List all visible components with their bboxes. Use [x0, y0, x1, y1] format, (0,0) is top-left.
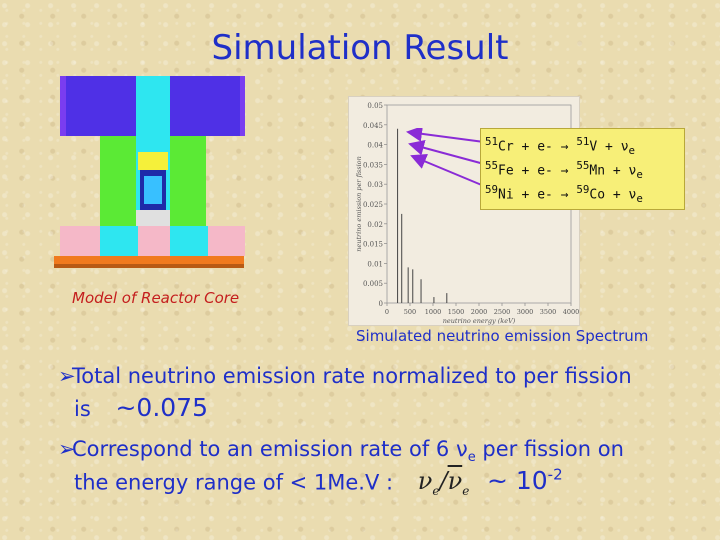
core-inner-block: [144, 176, 162, 204]
parent-nucleus: Ni: [498, 187, 514, 203]
reaction-row: 59Ni + e- → 59Co + νe: [485, 183, 643, 205]
product-nucleus: Co: [589, 187, 606, 203]
neutrino-symbol: ν: [620, 139, 629, 155]
bullet-2: ➢Correspond to an emission rate of 6 νe …: [58, 437, 624, 465]
bullet-arrow-icon: ➢: [58, 437, 76, 461]
core-top-block: [138, 152, 168, 170]
spectrum-plot: 0 0.005 0.01 0.015 0.02 0.025 0.03 0.035 0.04 0.0…: [348, 96, 580, 326]
ratio-value: ~ 10-2: [487, 466, 563, 495]
y-tick-label: 0.04: [367, 142, 383, 150]
product-nucleus: Mn: [589, 163, 606, 179]
y-tick-label: 0.045: [363, 122, 383, 130]
bullet-arrow-icon: ➢: [58, 364, 76, 388]
antineutrino-symbol: ν: [447, 467, 463, 496]
x-tick-label: 1000: [425, 308, 442, 316]
bullet-1-text: Total neutrino emission rate normalized …: [72, 364, 632, 388]
bullet-2-text-post: per fission on: [475, 437, 624, 461]
y-tick-label: 0.05: [367, 102, 383, 110]
bullet-1: ➢Total neutrino emission rate normalized…: [58, 364, 632, 388]
bullet-1-line2: is ~0.075: [74, 393, 208, 422]
arrow-ni: [410, 154, 485, 187]
parent-nucleus: Cr: [498, 139, 514, 155]
electron: e-: [537, 163, 553, 179]
antineutrino-subscript: e: [462, 484, 470, 499]
base-plate-edge: [54, 264, 244, 268]
x-tick-label: 1500: [448, 308, 465, 316]
arrow-fe: [408, 139, 485, 165]
mass-number: 51: [485, 135, 499, 148]
upper-right-block: [170, 76, 240, 136]
reactor-core-model: [54, 76, 245, 268]
y-tick-label: 0.03: [367, 181, 383, 189]
arrow-cr: [406, 128, 485, 143]
reaction-row: 55Fe + e- → 55Mn + νe: [485, 159, 643, 181]
neutrino-subscript: e: [432, 484, 440, 499]
mass-number: 51: [576, 135, 590, 148]
y-axis-label: neutrino emission per fission: [355, 156, 363, 252]
plus-sign: +: [521, 163, 530, 179]
bullet-2-text-pre: Correspond to an emission rate of 6 ν: [72, 437, 468, 461]
electron: e-: [537, 139, 553, 155]
spectrum-chart: 0 0.005 0.01 0.015 0.02 0.025 0.03 0.035 0.04 0.0…: [355, 102, 579, 325]
right-reflector: [170, 136, 206, 231]
lower-left-block: [100, 226, 138, 256]
reaction-arrows: [406, 128, 485, 187]
y-tick-label: 0.01: [367, 260, 383, 268]
plus-sign: +: [612, 163, 621, 179]
reactor-core-caption: Model of Reactor Core: [72, 289, 240, 307]
ratio-value-base: ~ 10: [486, 466, 548, 496]
spectrum-caption: Simulated neutrino emission Spectrum: [356, 327, 649, 345]
bullet-1-is: is: [74, 397, 91, 421]
arrow-icon: →: [560, 139, 569, 155]
lower-right-block: [170, 226, 208, 256]
mass-number: 55: [485, 159, 499, 172]
slide-title: Simulation Result: [211, 28, 509, 68]
mass-number: 59: [485, 183, 499, 196]
upper-left-block: [66, 76, 136, 136]
neutrino-symbol: ν: [628, 187, 637, 203]
x-tick-label: 4000: [563, 308, 579, 316]
x-tick-label: 0: [385, 308, 389, 316]
y-tick-label: 0.015: [363, 241, 383, 249]
arrow-icon: →: [560, 163, 569, 179]
neutrino-subscript: e: [636, 191, 643, 205]
plus-sign: +: [612, 187, 621, 203]
emission-rate-value: ~0.075: [115, 393, 208, 422]
y-tick-label: 0.02: [367, 221, 383, 229]
lower-shield-block: [60, 226, 245, 256]
neutrino-subscript: e: [628, 143, 636, 157]
base-plate: [54, 256, 244, 264]
arrow-icon: →: [560, 187, 569, 203]
bullet-2-line2: the energy range of < 1Me.V : νe/νe ~ 10…: [74, 466, 563, 498]
product-nucleus: V: [589, 139, 598, 155]
left-reflector: [100, 136, 136, 231]
neutrino-symbol: ν: [417, 467, 433, 496]
x-tick-label: 3000: [517, 308, 534, 316]
mass-number: 59: [576, 183, 590, 196]
y-tick-label: 0.005: [363, 280, 383, 288]
x-tick-label: 500: [404, 308, 416, 316]
ratio-value-exponent: -2: [547, 466, 563, 484]
y-tick-label: 0.035: [363, 161, 383, 169]
reaction-row: 51Cr + e- → 51V + νe: [485, 135, 636, 157]
y-tick-label: 0: [379, 300, 383, 308]
x-axis-label: neutrino energy (keV): [443, 317, 516, 325]
x-tick-label: 2000: [471, 308, 488, 316]
neutrino-ratio-formula: νe/νe: [417, 467, 470, 499]
x-tick-label: 3500: [540, 308, 557, 316]
parent-nucleus: Fe: [498, 163, 514, 179]
mass-number: 55: [576, 159, 590, 172]
neutrino-symbol: ν: [628, 163, 637, 179]
bullet-2-subscript: e: [467, 450, 476, 466]
reaction-box: 51Cr + e- → 51V + νe 55Fe + e- → 55Mn + …: [480, 128, 685, 210]
electron: e-: [537, 187, 553, 203]
bullet-2-line2-text: the energy range of < 1Me.V :: [74, 470, 394, 495]
y-tick-label: 0.025: [363, 201, 383, 209]
neutrino-subscript: e: [636, 167, 643, 181]
plus-sign: +: [521, 187, 530, 203]
plus-sign: +: [605, 139, 613, 155]
plus-sign: +: [521, 139, 530, 155]
x-tick-label: 2500: [494, 308, 511, 316]
